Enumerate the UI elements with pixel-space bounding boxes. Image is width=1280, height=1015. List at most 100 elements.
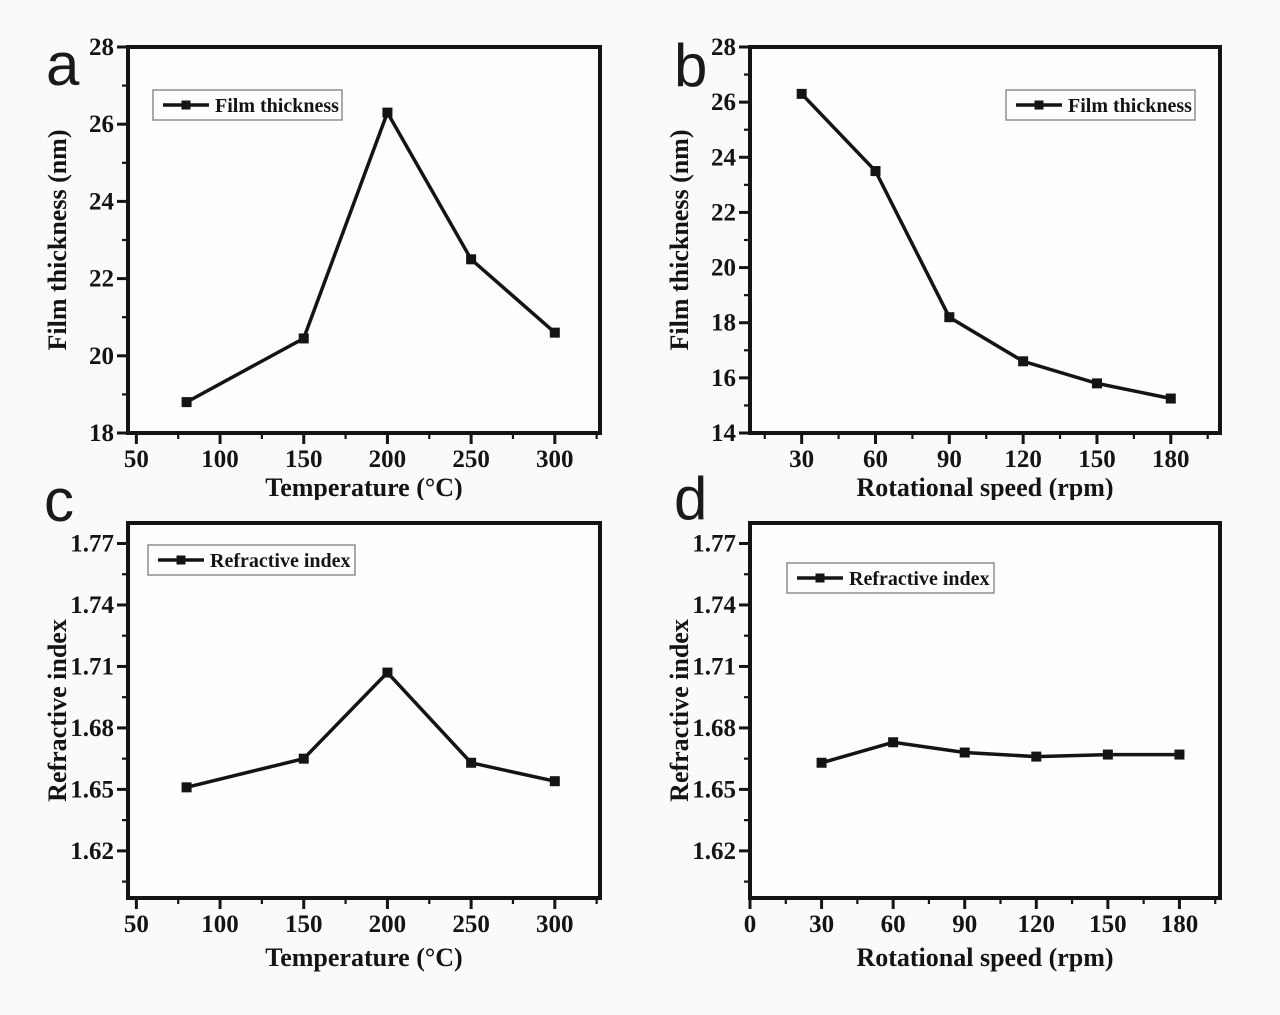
x-tick-label: 180 — [1161, 911, 1199, 938]
data-point-marker — [298, 753, 309, 764]
y-axis-title: Film thickness (nm) — [665, 130, 694, 351]
legend-marker — [181, 100, 191, 110]
data-point-marker — [298, 333, 309, 344]
y-axis-title: Film thickness (nm) — [43, 130, 72, 351]
y-tick-label: 1.65 — [692, 776, 736, 803]
y-tick-label: 28 — [89, 34, 114, 61]
x-tick-label: 180 — [1152, 446, 1190, 473]
legend-marker — [176, 555, 186, 565]
data-point-marker — [549, 327, 560, 338]
x-axis-title: Temperature (°C) — [265, 943, 462, 972]
plot-border — [126, 521, 602, 900]
x-tick-label: 150 — [285, 446, 323, 473]
data-point-marker — [466, 254, 477, 265]
data-point-marker — [466, 757, 477, 768]
x-tick-label: 30 — [809, 911, 834, 938]
data-line — [821, 740, 1180, 765]
y-tick-label: 26 — [711, 89, 736, 116]
y-tick-label: 24 — [89, 188, 115, 215]
y-axis-title: Refractive index — [665, 619, 694, 802]
data-point-marker — [1174, 749, 1185, 760]
plot-border — [748, 45, 1222, 435]
data-point-marker — [888, 737, 899, 748]
data-point-marker — [382, 107, 393, 118]
chart-panel-c: 50 100 150 200 250 300 1.62 1.65 1.68 1.71 1.74 1.7… — [43, 521, 602, 972]
x-tick-label: 100 — [201, 446, 239, 473]
y-tick-label: 1.77 — [70, 530, 114, 557]
y-tick-label: 1.71 — [692, 653, 736, 680]
x-tick-label: 120 — [1018, 911, 1056, 938]
x-tick-label: 200 — [369, 446, 407, 473]
data-point-marker — [1018, 356, 1029, 367]
x-tick-label: 90 — [952, 911, 977, 938]
y-tick-label: 22 — [711, 199, 736, 226]
y-tick-label: 1.65 — [70, 776, 114, 803]
data-point-marker — [1165, 393, 1176, 404]
x-tick-label: 250 — [452, 446, 490, 473]
y-tick-label: 16 — [711, 365, 736, 392]
data-point-marker — [796, 88, 807, 99]
legend-label: Refractive index — [849, 568, 990, 590]
x-axis-title: Rotational speed (rpm) — [856, 943, 1113, 972]
data-point-marker — [1091, 378, 1102, 389]
y-tick-label: 28 — [711, 34, 736, 61]
x-tick-label: 60 — [881, 911, 906, 938]
x-tick-label: 50 — [124, 446, 149, 473]
x-tick-label: 90 — [937, 446, 962, 473]
legend-label: Film thickness — [215, 95, 339, 117]
x-tick-label: 0 — [744, 911, 757, 938]
x-tick-label: 200 — [369, 911, 407, 938]
data-point-marker — [181, 397, 192, 408]
panel-letter-c: c — [44, 467, 74, 534]
x-tick-label: 150 — [285, 911, 323, 938]
y-tick-label: 26 — [89, 111, 114, 138]
legend-marker — [1034, 100, 1044, 110]
y-tick-label: 20 — [89, 343, 114, 370]
data-point-marker — [549, 776, 560, 787]
x-tick-label: 300 — [536, 446, 574, 473]
y-tick-label: 20 — [711, 255, 736, 282]
y-tick-label: 1.74 — [692, 592, 736, 619]
x-tick-label: 120 — [1004, 446, 1042, 473]
panel-letter-a: a — [46, 31, 80, 98]
panel-letter-d: d — [674, 465, 708, 532]
legend-marker — [815, 573, 825, 583]
y-tick-label: 14 — [711, 420, 737, 447]
x-tick-label: 50 — [124, 911, 149, 938]
x-tick-label: 100 — [201, 911, 239, 938]
y-tick-label: 18 — [711, 310, 736, 337]
x-tick-label: 150 — [1089, 911, 1127, 938]
data-line — [800, 92, 1172, 401]
legend-label: Refractive index — [210, 550, 351, 572]
y-tick-label: 1.77 — [692, 530, 736, 557]
y-tick-label: 1.74 — [70, 592, 114, 619]
y-tick-label: 18 — [89, 420, 114, 447]
y-tick-label: 1.62 — [692, 838, 736, 865]
y-tick-label: 1.68 — [70, 715, 114, 742]
y-tick-label: 22 — [89, 266, 114, 293]
x-tick-label: 60 — [863, 446, 888, 473]
plot-border — [126, 45, 602, 435]
x-axis-title: Rotational speed (rpm) — [856, 473, 1113, 500]
data-point-marker — [870, 166, 881, 177]
y-tick-label: 1.62 — [70, 838, 114, 865]
data-point-marker — [181, 782, 192, 793]
data-point-marker — [382, 667, 393, 678]
y-tick-label: 24 — [711, 144, 737, 171]
data-point-marker — [959, 747, 970, 758]
y-tick-label: 1.68 — [692, 715, 736, 742]
legend-box — [147, 544, 356, 576]
y-axis-title: Refractive index — [43, 619, 72, 802]
data-point-marker — [816, 757, 827, 768]
chart-panel-d: 0 30 60 90 120 150 180 1.62 1.65 1.68 1.71 1.74 1.77… — [665, 521, 1222, 972]
x-axis-title: Temperature (°C) — [265, 473, 462, 500]
x-tick-label: 300 — [536, 911, 574, 938]
data-point-marker — [1102, 749, 1113, 760]
x-tick-label: 150 — [1078, 446, 1116, 473]
x-tick-label: 30 — [789, 446, 814, 473]
plot-area — [128, 523, 600, 898]
chart-panel-b: 30 60 90 120 150 180 14 16 18 20 22 24 26 28 Rotationa… — [665, 34, 1222, 500]
y-tick-label: 1.71 — [70, 653, 114, 680]
data-point-marker — [944, 312, 955, 323]
